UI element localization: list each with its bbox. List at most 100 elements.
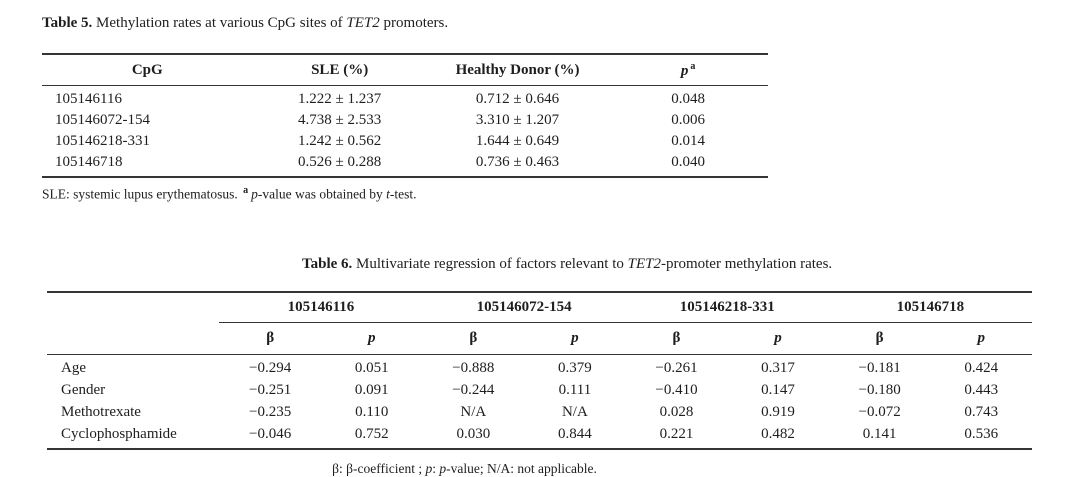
table-row: 105146072-154 4.738 ± 2.533 3.310 ± 1.20… — [42, 110, 768, 131]
cell-p: 0.379 — [558, 360, 592, 376]
beta-header: β — [219, 322, 321, 355]
cell-beta: −0.180 — [858, 382, 901, 398]
cell-beta: −0.181 — [858, 360, 901, 376]
table-row: Gender −0.251 0.091 −0.244 0.111 −0.410 … — [47, 380, 1032, 402]
t-symbol: t — [386, 186, 390, 202]
table5-footnote-text-3: -test. — [389, 186, 417, 202]
beta-symbol: β — [332, 460, 340, 476]
table6: 105146116 105146072-154 105146218-331 10… — [47, 290, 1032, 450]
cell-p: 0.919 — [761, 404, 795, 420]
cell-beta: −0.072 — [858, 404, 901, 420]
cell-healthy: 3.310 ± 1.207 — [475, 112, 560, 128]
table5-caption-text: Methylation rates at various CpG sites o… — [92, 15, 347, 31]
table5-footnote-text: SLE: systemic lupus erythematosus. — [42, 186, 238, 202]
cell-beta: −0.410 — [655, 382, 698, 398]
table6-footnote-text-3: : — [432, 460, 440, 476]
cell-p: 0.443 — [964, 382, 999, 398]
table5-header-cpg: CpG — [42, 53, 253, 86]
beta-header: β — [828, 322, 931, 355]
cell-p: 0.111 — [558, 382, 592, 398]
table5-header-healthy-donor: Healthy Donor (%) — [426, 53, 609, 86]
beta-header: β — [625, 322, 728, 355]
cell-p: 0.014 — [671, 133, 705, 149]
table6-footnote-text-4: -value; N/A: not applicable. — [446, 460, 597, 476]
table6-group-105146072-154: 105146072-154 — [422, 290, 626, 323]
cell-p: 0.424 — [964, 360, 999, 376]
table6-caption-label: Table 6. — [302, 255, 353, 272]
table6-footnote: β: β-coefficient ; p: p-value; N/A: not … — [47, 450, 1032, 477]
cell-p: 0.091 — [354, 382, 389, 398]
row-label: Cyclophosphamide — [47, 423, 220, 450]
p-symbol: p — [439, 460, 447, 476]
cell-healthy: 0.712 ± 0.646 — [475, 91, 560, 107]
cell-beta: −0.294 — [249, 360, 292, 376]
cell-p: 0.048 — [671, 91, 705, 107]
table5-caption: Table 5. Methylation rates at various Cp… — [0, 0, 1080, 33]
footnote-marker-a: a — [690, 60, 696, 72]
table6-caption-gene: TET2 — [627, 255, 661, 272]
cell-beta: 0.221 — [625, 423, 728, 450]
table5-caption-label: Table 5. — [42, 15, 93, 31]
table6-group-header-row: 105146116 105146072-154 105146218-331 10… — [47, 290, 1032, 323]
cell-p: 0.844 — [524, 423, 626, 450]
table-row: 105146116 1.222 ± 1.237 0.712 ± 0.646 0.… — [42, 86, 768, 111]
table6-footnote-text-2: -coefficient ; — [353, 460, 426, 476]
table6-subheader-spacer — [47, 322, 220, 355]
cell-beta: 0.030 — [422, 423, 525, 450]
footnote-marker-a: a — [243, 185, 249, 196]
table5-footnote: SLE: systemic lupus erythematosus. a p-va… — [0, 178, 1080, 204]
cell-sle: 1.222 ± 1.237 — [298, 91, 382, 107]
table-row: Age −0.294 0.051 −0.888 0.379 −0.261 0.3… — [47, 354, 1032, 380]
cell-p: 0.040 — [608, 152, 768, 178]
cell-p: 0.536 — [930, 423, 1032, 450]
table-row: Cyclophosphamide −0.046 0.752 0.030 0.84… — [47, 423, 1032, 450]
cell-cpg: 105146218-331 — [55, 133, 150, 149]
p-header: p — [727, 322, 829, 355]
row-label: Methotrexate — [61, 404, 141, 420]
p-symbol: p — [425, 460, 433, 476]
cell-sle: 4.738 ± 2.533 — [298, 112, 382, 128]
cell-beta: N/A — [460, 404, 487, 420]
cell-sle: 1.242 ± 0.562 — [298, 133, 382, 149]
table6-group-105146116: 105146116 — [219, 290, 423, 323]
table-row: 105146718 0.526 ± 0.288 0.736 ± 0.463 0.… — [42, 152, 768, 178]
p-symbol: p — [680, 62, 689, 79]
table6-group-105146218-331: 105146218-331 — [625, 290, 829, 323]
cell-p: 0.752 — [320, 423, 423, 450]
cell-beta: −0.235 — [249, 404, 292, 420]
cell-beta: 0.141 — [828, 423, 931, 450]
cell-p: 0.482 — [727, 423, 829, 450]
table6-corner-cell — [47, 290, 220, 322]
p-header: p — [320, 322, 423, 355]
table6-subheader-row: β p β p β p β p — [47, 322, 1032, 355]
table6-caption-text: Multivariate regression of factors relev… — [352, 255, 628, 272]
table5-header-sle: SLE (%) — [252, 53, 427, 86]
beta-header: β — [422, 322, 525, 355]
row-label: Age — [61, 360, 86, 376]
beta-symbol: β — [346, 460, 354, 476]
table5-caption-text-2: promoters. — [379, 15, 449, 31]
cell-beta: −0.046 — [219, 423, 321, 450]
cell-cpg: 105146072-154 — [55, 112, 150, 128]
table6-caption-text-2: -promoter methylation rates. — [660, 255, 833, 272]
cell-cpg: 105146116 — [55, 91, 122, 107]
table5-caption-gene: TET2 — [346, 15, 380, 31]
p-header: p — [930, 322, 1032, 355]
p-symbol: p — [251, 186, 258, 202]
cell-p: 0.743 — [964, 404, 999, 420]
cell-beta: −0.261 — [655, 360, 698, 376]
cell-p: 0.147 — [761, 382, 795, 398]
p-header: p — [524, 322, 626, 355]
table-row: Methotrexate −0.235 0.110 N/A N/A 0.028 … — [47, 402, 1032, 424]
cell-p: N/A — [561, 404, 588, 420]
cell-p: 0.110 — [355, 404, 389, 420]
table6-caption: Table 6. Multivariate regression of fact… — [0, 204, 1080, 274]
cell-p: 0.317 — [761, 360, 795, 376]
table-row: 105146218-331 1.242 ± 0.562 1.644 ± 0.64… — [42, 131, 768, 152]
cell-healthy: 0.736 ± 0.463 — [426, 152, 609, 178]
cell-sle: 0.526 ± 0.288 — [252, 152, 427, 178]
